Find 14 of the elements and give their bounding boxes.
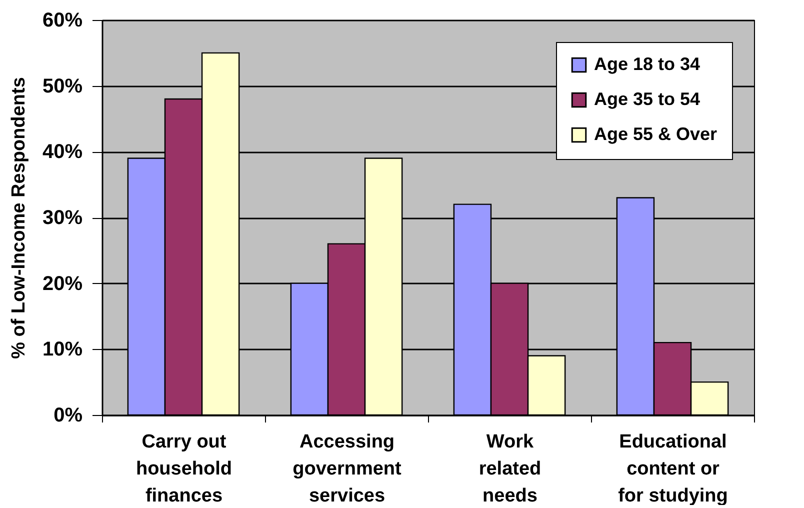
legend-label: Age 55 & Over bbox=[594, 124, 718, 144]
legend-label: Age 18 to 34 bbox=[594, 54, 700, 74]
legend-label: Age 35 to 54 bbox=[594, 89, 700, 109]
x-tick-label: Accessing government services bbox=[292, 432, 402, 506]
y-axis-title: % of Low-Income Respondents bbox=[8, 77, 30, 359]
y-tick-label: 20% bbox=[42, 272, 83, 295]
y-tick-label: 0% bbox=[54, 404, 83, 426]
y-tick-label: 30% bbox=[42, 207, 83, 229]
y-tick-label: 50% bbox=[42, 75, 83, 98]
x-tick-label: Carry out household finances bbox=[136, 432, 232, 506]
x-tick-label: Work related needs bbox=[478, 432, 542, 506]
y-tick-label: 10% bbox=[42, 338, 83, 361]
y-tick-label: 40% bbox=[42, 141, 83, 164]
y-tick-label: 60% bbox=[42, 10, 83, 32]
